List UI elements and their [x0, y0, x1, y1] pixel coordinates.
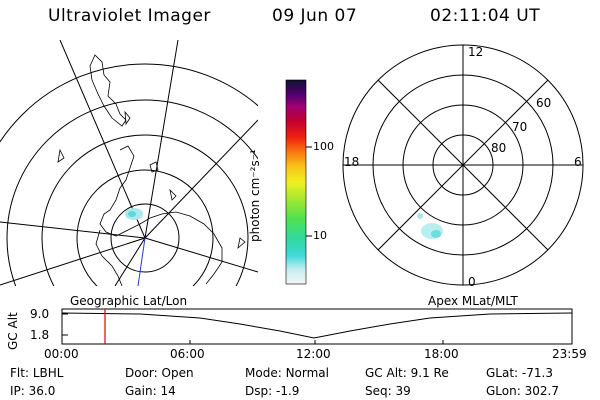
aurora-patch-geo [125, 208, 143, 220]
timeline-label-geo: Geographic Lat/Lon [70, 294, 188, 308]
geographic-map [0, 40, 258, 286]
timeline-x-tick: 23:59 [552, 347, 587, 361]
timeline-y-tick: 1.8 [30, 328, 50, 342]
timeline-x-tick: 12:00 [296, 347, 331, 361]
instrument-title: Ultraviolet Imager [48, 6, 211, 26]
info-mode: Mode: Normal [245, 366, 329, 380]
info-seq: Seq: 39 [365, 384, 411, 398]
aurora-patch-polar [417, 213, 443, 239]
mlat-label-60: 60 [536, 96, 552, 110]
info-flt: Flt: LBHL [10, 366, 64, 380]
colorbar-unit-label: photon cm⁻²s⁻¹ [248, 149, 262, 242]
timeline-label-apex: Apex MLat/MLT [428, 294, 518, 308]
mlt-label-6: 6 [574, 155, 582, 169]
timeline-x-tick: 18:00 [424, 347, 459, 361]
ground-track-line [137, 237, 146, 287]
info-glon: GLon: 302.7 [486, 384, 559, 398]
info-ip: IP: 36.0 [10, 384, 56, 398]
mlt-label-0: 0 [468, 275, 476, 289]
timeline-x-tick: 00:00 [44, 347, 79, 361]
colorbar [285, 79, 307, 285]
mlat-label-70: 70 [512, 120, 528, 134]
info-door: Door: Open [125, 366, 194, 380]
info-dsp: Dsp: -1.9 [245, 384, 300, 398]
info-gc-alt: GC Alt: 9.1 Re [365, 366, 449, 380]
mlat-label-80: 80 [491, 141, 507, 155]
timeline-axis-title: GC Alt [6, 312, 20, 350]
altitude-curve [61, 312, 573, 339]
mlt-label-18: 18 [344, 155, 360, 169]
info-glat: GLat: -71.3 [486, 366, 553, 380]
timeline-x-tick: 06:00 [170, 347, 205, 361]
mlt-label-12: 12 [468, 45, 484, 59]
info-gain: Gain: 14 [125, 384, 176, 398]
colorbar-tick: 10 [313, 229, 327, 242]
date-label: 09 Jun 07 [272, 6, 358, 26]
colorbar-tick: 100 [313, 140, 334, 153]
polar-plot [342, 44, 584, 286]
time-label: 02:11:04 UT [430, 6, 541, 26]
timeline-y-tick: 9.0 [30, 307, 50, 321]
